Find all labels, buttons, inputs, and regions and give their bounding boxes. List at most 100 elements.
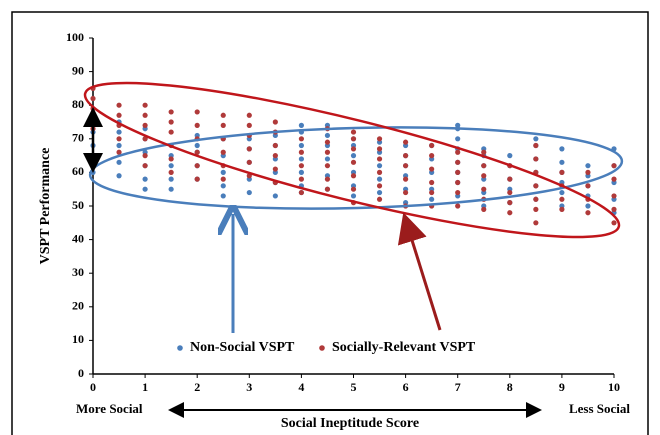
point <box>350 153 357 159</box>
point <box>246 159 252 165</box>
point <box>403 163 409 169</box>
point <box>298 169 304 175</box>
y-tick-label: 10 <box>72 332 84 346</box>
point <box>507 200 513 206</box>
point <box>376 156 383 162</box>
point <box>376 196 383 202</box>
point <box>142 153 148 159</box>
point <box>611 206 617 212</box>
legend-swatch <box>177 345 183 351</box>
y-tick-label: 100 <box>66 30 84 44</box>
point <box>455 179 461 186</box>
point <box>194 149 200 155</box>
y-tick-label: 90 <box>72 63 84 77</box>
point <box>559 196 565 202</box>
point <box>168 163 174 169</box>
point <box>116 142 122 149</box>
point <box>324 139 331 145</box>
point <box>429 142 435 149</box>
point <box>481 173 487 179</box>
point <box>481 206 487 212</box>
y-tick-label: 80 <box>72 97 84 111</box>
x-tick-label: 5 <box>351 380 357 394</box>
y-tick-label: 40 <box>72 231 84 245</box>
point <box>481 186 487 192</box>
point <box>350 173 357 179</box>
point <box>142 176 148 182</box>
point <box>533 156 539 162</box>
point <box>324 163 331 169</box>
point <box>455 203 461 209</box>
point <box>324 132 331 139</box>
point <box>611 176 617 182</box>
point <box>376 163 383 169</box>
point <box>298 149 304 155</box>
point <box>220 176 226 182</box>
point <box>168 129 174 135</box>
point <box>168 109 174 115</box>
point <box>533 136 539 142</box>
point <box>116 102 122 108</box>
point <box>168 119 174 125</box>
point <box>298 156 304 162</box>
point <box>481 149 487 155</box>
point <box>220 149 226 155</box>
blue-ellipse <box>88 126 624 210</box>
point <box>585 203 591 209</box>
y-tick-label: 60 <box>72 164 84 178</box>
point <box>350 186 357 192</box>
point <box>585 210 591 216</box>
point <box>194 109 200 115</box>
point <box>298 136 304 142</box>
point <box>455 149 461 155</box>
point <box>220 169 226 175</box>
point <box>194 176 200 182</box>
y-tick-label: 50 <box>72 198 84 212</box>
point <box>142 122 148 128</box>
point <box>533 183 539 189</box>
point <box>376 189 383 196</box>
point <box>585 183 591 189</box>
point <box>455 122 461 128</box>
point <box>246 189 252 196</box>
point <box>403 153 409 159</box>
point <box>611 163 617 169</box>
point <box>246 122 252 128</box>
point <box>429 166 435 172</box>
point <box>116 173 122 179</box>
point <box>116 136 122 142</box>
point <box>194 163 200 169</box>
point <box>324 156 331 162</box>
point <box>481 163 487 169</box>
point <box>168 186 174 192</box>
point <box>507 153 513 159</box>
point <box>220 193 226 199</box>
point <box>272 119 278 125</box>
point <box>429 179 435 186</box>
x-tick-label: 4 <box>298 380 304 394</box>
point <box>90 95 96 102</box>
point <box>376 136 383 142</box>
point <box>142 163 148 169</box>
point <box>376 183 383 189</box>
point <box>142 102 148 108</box>
point <box>585 169 591 175</box>
x-left-label: More Social <box>76 401 143 416</box>
point <box>403 139 409 145</box>
legend-label: Socially-Relevant VSPT <box>332 340 476 355</box>
red-arrow <box>397 212 442 331</box>
x-tick-label: 1 <box>142 380 148 394</box>
point <box>116 149 122 155</box>
point <box>455 136 461 142</box>
point <box>194 142 200 149</box>
point <box>350 146 357 152</box>
point <box>507 189 513 196</box>
y-tick-label: 20 <box>72 299 84 313</box>
point <box>142 112 148 118</box>
point <box>168 156 174 162</box>
point <box>533 220 539 226</box>
point <box>507 176 513 182</box>
point <box>194 122 200 128</box>
x-tick-label: 10 <box>608 380 620 394</box>
